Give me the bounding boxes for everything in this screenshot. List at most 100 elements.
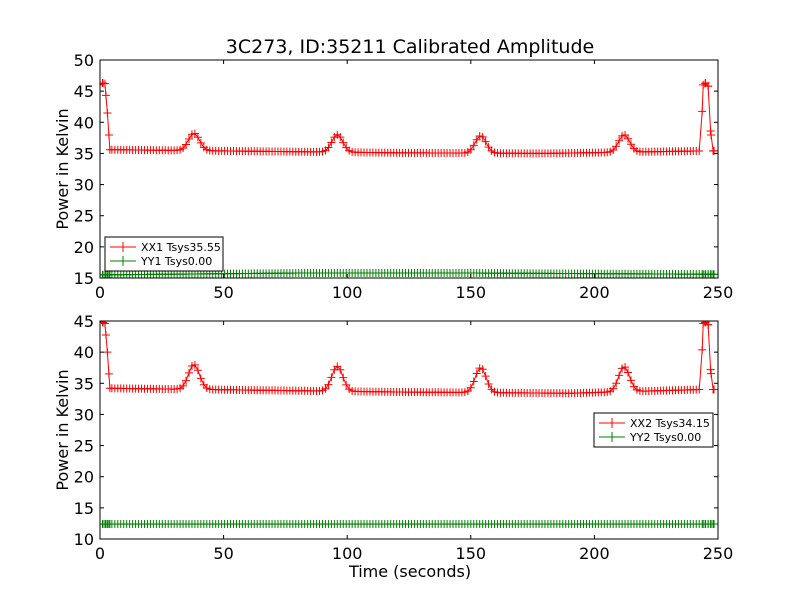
- series-point: [101, 330, 110, 339]
- series-point: [469, 141, 478, 150]
- series-point: [103, 108, 112, 117]
- bottom-panel-xlabel: Time (seconds): [348, 562, 471, 581]
- series-point: [704, 321, 713, 329]
- axes-frame: [99, 59, 719, 279]
- top-legend-xx-label: XX1 Tsys35.55: [141, 241, 221, 254]
- series-point: [190, 360, 199, 369]
- series-group: [100, 321, 718, 529]
- y-tick-label: 40: [74, 343, 94, 362]
- series-point: [184, 368, 193, 377]
- y-tick-label: 30: [74, 176, 94, 195]
- series-point: [612, 142, 621, 151]
- series-point: [469, 377, 478, 386]
- x-tick-label: 200: [579, 283, 610, 302]
- series-point: [100, 321, 109, 328]
- series-group: [100, 79, 718, 278]
- series-point: [621, 363, 630, 372]
- x-tick-label: 200: [579, 544, 610, 563]
- y-tick-label: 10: [74, 530, 94, 549]
- bottom-panel-legend: XX2 Tsys34.15 YY2 Tsys0.00: [593, 412, 714, 448]
- series-point: [609, 384, 618, 393]
- top-legend-yy-marker: [118, 256, 128, 266]
- series-point: [339, 138, 348, 147]
- series-point: [698, 107, 707, 116]
- series-point: [327, 138, 336, 147]
- x-tick-label: 0: [95, 283, 105, 302]
- top-panel: 0 50 100 150 200 250 15 20 25 30 35 40 45 50 Power in…: [53, 51, 733, 302]
- x-tick-label: 250: [703, 544, 734, 563]
- series-point: [695, 385, 704, 394]
- series-point: [478, 365, 487, 374]
- series-point: [184, 135, 193, 144]
- bottom-legend-yy-marker: [607, 432, 617, 442]
- series-point: [327, 373, 336, 382]
- series-point: [626, 140, 635, 149]
- bottom-legend-xx-marker: [607, 418, 617, 428]
- bottom-panel-plot: 0 50 100 150 200 250 10 15 20 25 30 35 40 45: [74, 312, 734, 563]
- series-point: [707, 130, 716, 139]
- y-tick-label: 15: [74, 269, 94, 288]
- bottom-legend-box: [593, 412, 714, 448]
- series-point: [466, 145, 475, 154]
- x-tick-label: 250: [703, 283, 734, 302]
- series-point: [704, 82, 713, 91]
- series-point: [336, 365, 345, 374]
- top-legend-yy-label: YY1 Tsys0.00: [140, 255, 212, 268]
- series-point: [336, 133, 345, 142]
- series-point: [193, 366, 202, 375]
- series-point: [196, 138, 205, 147]
- series-markers-1: [100, 269, 718, 278]
- top-panel-plot: 0 50 100 150 200 250 15 20 25 30 35 40 45 50: [74, 51, 734, 302]
- series-point: [101, 91, 110, 100]
- series-markers-0: [100, 321, 718, 398]
- y-tick-label: 15: [74, 499, 94, 518]
- series-markers-0: [100, 79, 718, 158]
- series-point: [478, 132, 487, 141]
- y-tick-label: 35: [74, 144, 94, 163]
- y-tick-label: 20: [74, 468, 94, 487]
- series-point: [624, 134, 633, 143]
- y-tick-label: 25: [74, 437, 94, 456]
- series-point: [321, 384, 330, 393]
- series-point: [698, 345, 707, 354]
- x-tick-label: 100: [332, 283, 363, 302]
- bottom-panel-ylabel: Power in Kelvin: [53, 369, 72, 490]
- series-point: [182, 140, 191, 149]
- y-tick-label: 45: [74, 82, 94, 101]
- bottom-legend-yy-label: YY2 Tsys0.00: [629, 431, 701, 444]
- series-point: [710, 520, 718, 529]
- y-tick-label: 50: [74, 51, 94, 70]
- chart-title: 3C273, ID:35211 Calibrated Amplitude: [226, 36, 594, 58]
- y-tick-label: 35: [74, 374, 94, 393]
- y-tick-label: 25: [74, 207, 94, 226]
- axes-frame: [99, 320, 719, 540]
- x-tick-label: 150: [456, 283, 487, 302]
- series-point: [466, 383, 475, 392]
- series-point: [710, 270, 718, 278]
- series-point: [182, 376, 191, 385]
- series-point: [484, 380, 493, 389]
- series-point: [710, 385, 718, 394]
- y-tick-label: 45: [74, 312, 94, 331]
- series-point: [104, 369, 113, 378]
- series-point: [324, 143, 333, 152]
- series-point: [339, 373, 348, 382]
- series-point: [100, 79, 109, 88]
- series-point: [179, 381, 188, 390]
- series-point: [103, 348, 112, 357]
- x-tick-label: 50: [213, 544, 233, 563]
- y-tick-label: 30: [74, 405, 94, 424]
- series-point: [481, 137, 490, 146]
- series-point: [342, 380, 351, 389]
- top-panel-legend: XX1 Tsys35.55 YY1 Tsys0.00: [104, 236, 224, 272]
- x-tick-label: 50: [213, 283, 233, 302]
- series-point: [193, 133, 202, 142]
- top-panel-ylabel: Power in Kelvin: [53, 108, 72, 229]
- x-tick-label: 100: [332, 544, 363, 563]
- top-legend-box: [104, 236, 224, 272]
- top-legend-xx-marker: [118, 242, 128, 252]
- series-point: [695, 146, 704, 155]
- series-point: [472, 369, 481, 378]
- series-point: [615, 371, 624, 380]
